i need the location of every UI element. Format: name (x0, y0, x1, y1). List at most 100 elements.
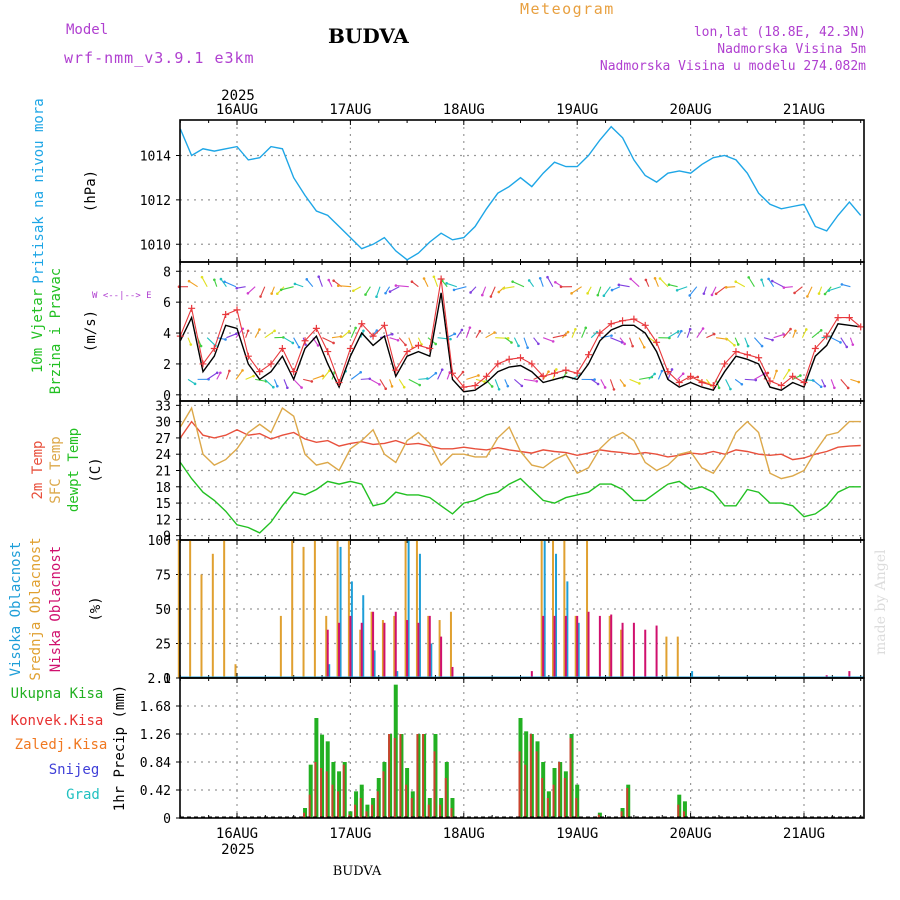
gust-marker (573, 369, 581, 377)
wind-arrow-head (538, 276, 542, 280)
wind-arrow (260, 286, 266, 297)
cloud-bar (530, 671, 533, 678)
wind-arrow-head (701, 327, 705, 330)
top-day-label: 16AUG (216, 102, 258, 118)
wind-arrow (379, 333, 393, 339)
wind-arrow-head (527, 279, 531, 282)
wind-title-line1: 10m Vjetar (30, 289, 46, 373)
gust-marker (369, 332, 377, 340)
wind-arrow-head (559, 285, 563, 289)
cloud-bar (608, 615, 611, 678)
cloud-bar (302, 546, 305, 678)
precip-conv-bar (325, 771, 328, 818)
wind-arrow-head (352, 289, 355, 293)
year-bottom: 2025 (221, 842, 255, 858)
model-elevation-label: Nadmorska Visina u modelu 274.082m (600, 59, 866, 74)
cloud-bar (552, 540, 555, 678)
wind-arrow-head (740, 382, 744, 386)
wind-arrow (283, 379, 288, 388)
cloud-bar (338, 622, 341, 678)
wind-arrow (638, 337, 645, 348)
cloud-bar (381, 620, 384, 678)
wind-arrow-head (851, 343, 855, 346)
wind-arrow-head (234, 332, 238, 336)
wind-arrow-head (819, 329, 823, 332)
gust-marker (244, 352, 252, 360)
wind-arrow-head (291, 341, 295, 345)
wind-arrow-head (187, 279, 191, 283)
precip-conv-bar (308, 794, 311, 818)
precip-ylabel: 1hr Precip (mm) (112, 685, 128, 811)
wind-arrow (552, 334, 566, 339)
panel-wind: 0 2 4 6 8 W <--|--> E (92, 261, 865, 404)
precip-conv-bar (535, 751, 538, 818)
y-tick-label: 0 (163, 812, 171, 827)
wind-arrow (768, 278, 775, 288)
wind-arrow-head (259, 295, 262, 298)
wind-arrow (264, 378, 274, 388)
cloud-bar (339, 546, 342, 678)
gust-marker (278, 344, 286, 352)
wind-arrow (504, 337, 512, 343)
wind-arrow-head (546, 275, 549, 279)
precip-conv-bar (354, 804, 357, 818)
gust-marker (414, 341, 422, 349)
wind-arrow-head (252, 374, 255, 378)
wind-arrow (806, 286, 813, 297)
top-day-label: 17AUG (329, 102, 371, 118)
panel-precipitation: 0 0.42 0.84 1.26 1.68 2.1 (140, 672, 865, 827)
wind-arrow (427, 372, 437, 380)
wind-arrow-head (219, 371, 222, 375)
wind-arrow-head (638, 382, 641, 385)
wind-arrow-head (623, 342, 626, 346)
gust-marker (777, 382, 785, 390)
wind-arrow-head (775, 369, 778, 373)
wind-arrow-head (375, 295, 378, 299)
wind-arrow-head (497, 388, 501, 391)
wind-arrow-head (461, 370, 465, 374)
wind-arrow (264, 330, 275, 339)
wind-arrow-head (449, 337, 452, 341)
side-labels: Pritisak na nivou mora (hPa) 10m Vjetar Brz… (8, 98, 128, 811)
cloud-bar (451, 666, 454, 678)
wind-arrow-head (497, 290, 501, 294)
wind-arrow (485, 379, 493, 387)
precip-conv-bar (597, 814, 600, 818)
wind-arrow-head (493, 331, 496, 334)
panel-frame (179, 677, 865, 819)
wind-arrow (609, 379, 615, 390)
bottom-day-labels: 16AUG 17AUG 18AUG 19AUG 20AUG 21AUG (216, 826, 825, 842)
wind-arrow-head (833, 386, 836, 390)
wind-arrow (293, 378, 302, 388)
panel-pressure: 1010 1012 1014 (140, 119, 865, 263)
wind-arrow (687, 376, 698, 380)
cloud-bar (223, 540, 226, 678)
wind-arrow (398, 379, 405, 388)
gust-marker (460, 383, 468, 391)
y-tick-label: 1.26 (140, 728, 171, 743)
wind-arrow (801, 329, 807, 338)
pressure-title: Pritisak na nivou mora (31, 98, 47, 283)
coords-label: lon,lat (18.8E, 42.3N) (694, 25, 866, 40)
wind-arrow-head (610, 334, 613, 337)
wind-arrow-head (642, 345, 646, 349)
y-tick-label: 15 (155, 497, 171, 512)
gust-marker (766, 377, 774, 385)
precip-legend-item: Snijeg (49, 762, 100, 778)
y-tick-label: 6 (163, 296, 171, 311)
cloud-bar (563, 540, 566, 678)
wind-arrow-head (610, 288, 614, 292)
wind-arrow (686, 329, 691, 338)
series-line-mslp (179, 125, 862, 261)
cloud-bar (372, 611, 375, 678)
gust-marker (301, 337, 309, 345)
precip-total-bar (682, 801, 687, 818)
gust-marker (392, 366, 400, 374)
y-tick-label: 21 (155, 465, 171, 480)
wind-arrow (365, 286, 371, 295)
wind-arrow (611, 286, 621, 291)
y-tick-label: 0.42 (140, 784, 171, 799)
precip-conv-bar (314, 762, 317, 818)
precip-conv-bar (677, 804, 680, 818)
elevation-label: Nadmorska Visina 5m (717, 42, 866, 57)
